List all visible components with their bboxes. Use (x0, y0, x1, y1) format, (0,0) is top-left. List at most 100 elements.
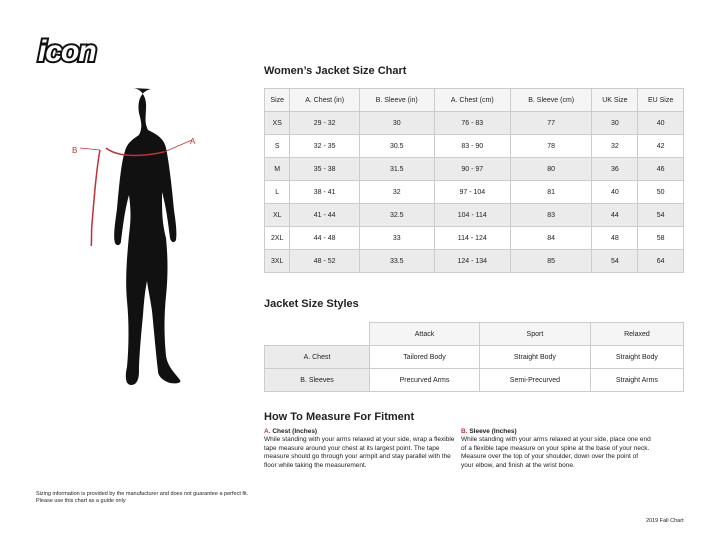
disclaimer-line-1: Sizing information is provided by the ma… (36, 491, 249, 497)
column-header: Sport (478, 322, 591, 346)
size-chart-table: Size A. Chest (in) B. Sleeve (in) A. Chest … (263, 88, 684, 273)
table-row: 2XL 44 - 48 33 114 - 124 84 48 58 (263, 226, 684, 250)
table-cell: 77 (509, 111, 593, 135)
table-cell: 2XL (263, 226, 291, 250)
table-cell: 33 (358, 226, 435, 250)
table-row: 3XL 48 - 52 33.5 124 - 134 85 54 64 (263, 249, 684, 273)
table-cell: Tailored Body (369, 345, 480, 369)
table-cell: 46 (637, 157, 684, 181)
table-row: XS 29 - 32 30 76 - 83 77 30 40 (263, 111, 684, 135)
table-cell: XS (263, 111, 291, 135)
table-cell: 30.5 (358, 134, 435, 158)
column-header: B. Sleeve (cm) (509, 88, 593, 112)
table-cell: 83 (509, 203, 593, 227)
female-figure-illustration (80, 88, 193, 385)
table-cell: Straight Arms (589, 368, 685, 392)
edition-label: 2019 Fall Chart (646, 518, 684, 524)
disclaimer-line-2: Please use this chart as a guide only (36, 498, 126, 504)
chest-text: While standing with your arms relaxed at… (264, 436, 455, 469)
table-cell: 97 - 104 (433, 180, 511, 204)
table-cell: 48 (591, 226, 639, 250)
column-header: A. Chest (in) (289, 88, 360, 112)
header-row: Size A. Chest (in) B. Sleeve (in) A. Chest … (263, 88, 684, 112)
column-header: Size (263, 88, 291, 112)
column-header: B. Sleeve (in) (358, 88, 435, 112)
table-row: L 38 - 41 32 97 - 104 81 40 50 (263, 180, 684, 204)
table-cell: Straight Body (589, 345, 685, 369)
table-cell: 54 (637, 203, 684, 227)
empty-corner-cell (264, 322, 370, 346)
table-cell: 3XL (263, 249, 291, 273)
table-cell: M (263, 157, 291, 181)
table-cell: 124 - 134 (433, 249, 511, 273)
label-a: A (190, 137, 196, 146)
disclaimer: Sizing information is provided by the ma… (36, 491, 248, 505)
icon-brand-logo: icon (36, 36, 99, 66)
table-cell: 32 (591, 134, 639, 158)
table-cell: 40 (591, 180, 639, 204)
table-cell: 104 - 114 (433, 203, 511, 227)
column-header: UK Size (591, 88, 639, 112)
table-cell: 76 - 83 (433, 111, 511, 135)
table-cell: Semi-Precurved (478, 368, 591, 392)
svg-text:icon: icon (38, 36, 96, 66)
table-cell: 30 (591, 111, 639, 135)
row-header: B. Sleeves (264, 368, 370, 392)
table-cell: 78 (509, 134, 593, 158)
table-cell: 80 (509, 157, 593, 181)
table-cell: 41 - 44 (289, 203, 360, 227)
sleeve-instructions: B. Sleeve (Inches) While standing with y… (461, 428, 651, 470)
table-cell: S (263, 134, 291, 158)
table-cell: 90 - 97 (433, 157, 511, 181)
header-row: Attack Sport Relaxed (264, 322, 685, 346)
styles-table: Attack Sport Relaxed A. Chest Tailored Body S… (264, 322, 685, 392)
table-cell: 32 (358, 180, 435, 204)
table-cell: Precurved Arms (369, 368, 480, 392)
sleeve-letter: B. (461, 428, 468, 435)
table-cell: 58 (637, 226, 684, 250)
sleeve-text: While standing with your arms relaxed at… (461, 436, 651, 469)
table-cell: 48 - 52 (289, 249, 360, 273)
table-cell: L (263, 180, 291, 204)
column-header: Relaxed (589, 322, 685, 346)
table-cell: 44 - 48 (289, 226, 360, 250)
table-row: XL 41 - 44 32.5 104 - 114 83 44 54 (263, 203, 684, 227)
table-row: M 35 - 38 31.5 90 - 97 80 36 46 (263, 157, 684, 181)
table-cell: 40 (637, 111, 684, 135)
table-cell: 32 - 35 (289, 134, 360, 158)
table-cell: 84 (509, 226, 593, 250)
table-cell: 32.5 (358, 203, 435, 227)
table-cell: 29 - 32 (289, 111, 360, 135)
chest-instructions: A. Chest (Inches) While standing with yo… (264, 428, 464, 470)
table-row: A. Chest Tailored Body Straight Body Straig… (264, 345, 685, 369)
column-header: A. Chest (cm) (433, 88, 511, 112)
table-cell: 31.5 (358, 157, 435, 181)
table-cell: 35 - 38 (289, 157, 360, 181)
measure-title: How To Measure For Fitment (264, 411, 415, 423)
table-cell: Straight Body (478, 345, 591, 369)
table-cell: 85 (509, 249, 593, 273)
styles-title: Jacket Size Styles (264, 298, 359, 310)
table-cell: 36 (591, 157, 639, 181)
table-cell: 83 - 90 (433, 134, 511, 158)
table-row: B. Sleeves Precurved Arms Semi-Precurved St… (264, 368, 685, 392)
column-header: Attack (369, 322, 480, 346)
sleeve-heading: Sleeve (Inches) (469, 428, 517, 435)
table-cell: 81 (509, 180, 593, 204)
table-cell: 64 (637, 249, 684, 273)
table-cell: 50 (637, 180, 684, 204)
table-row: S 32 - 35 30.5 83 - 90 78 32 42 (263, 134, 684, 158)
column-header: EU Size (637, 88, 684, 112)
table-cell: 42 (637, 134, 684, 158)
chest-letter: A. (264, 428, 271, 435)
table-cell: 114 - 124 (433, 226, 511, 250)
table-cell: 33.5 (358, 249, 435, 273)
size-chart-title: Women’s Jacket Size Chart (264, 65, 407, 77)
table-cell: 54 (591, 249, 639, 273)
label-b: B (72, 146, 78, 155)
row-header: A. Chest (264, 345, 370, 369)
table-cell: 44 (591, 203, 639, 227)
table-cell: 30 (358, 111, 435, 135)
chest-heading: Chest (Inches) (272, 428, 318, 435)
table-cell: 38 - 41 (289, 180, 360, 204)
